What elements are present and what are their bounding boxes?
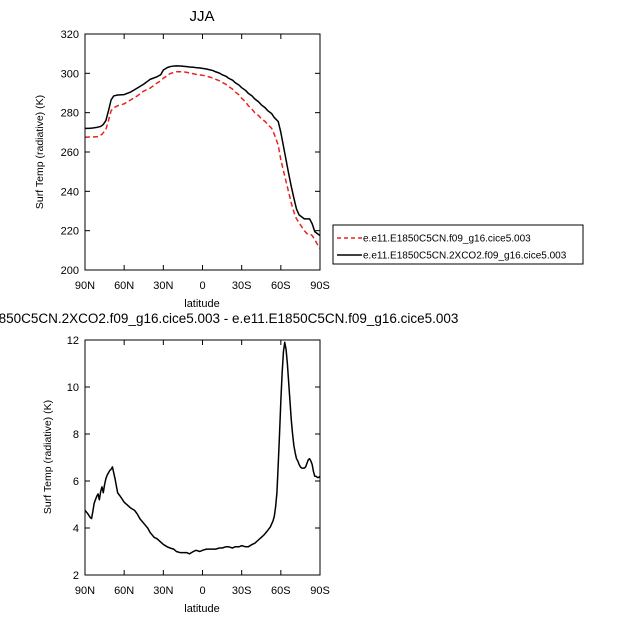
y-tick-label: 2 xyxy=(73,570,79,582)
y-tick-label: 6 xyxy=(73,476,79,488)
bottom-chart: e.e11.E1850C5CN.2XCO2.f09_g16.cice5.003 … xyxy=(0,311,458,615)
legend-label-2xco2: e.e11.E1850C5CN.2XCO2.f09_g16.cice5.003 xyxy=(363,251,567,262)
series-line-2 xyxy=(85,65,321,237)
bottom-chart-plot: 90N 60N 30N 0 30S 60S 90S 2 4 6 8 10 12 xyxy=(67,335,330,597)
y-tick-label: 10 xyxy=(67,382,79,394)
x-tick-label: 60S xyxy=(271,280,291,292)
x-tick-label: 60N xyxy=(114,280,134,292)
y-tick-label: 280 xyxy=(61,108,79,120)
x-tick-label: 60N xyxy=(114,585,134,597)
series-line-1 xyxy=(84,341,321,555)
top-chart-plot: 90N 60N 30N 0 30S 60S 90S 200 220 240 260 280 300 320 xyxy=(61,29,330,292)
top-chart-x-axis-label: latitude xyxy=(184,298,219,310)
x-tick-label: 90S xyxy=(310,280,330,292)
x-tick-label: 0 xyxy=(199,280,205,292)
y-tick-label: 300 xyxy=(61,68,79,80)
top-chart-legend: e.e11.E1850C5CN.f09_g16.cice5.003 e.e11.… xyxy=(332,224,584,265)
x-tick-label: 0 xyxy=(199,585,205,597)
y-tick-label: 4 xyxy=(73,523,79,535)
bottom-chart-title: e.e11.E1850C5CN.2XCO2.f09_g16.cice5.003 … xyxy=(0,311,458,326)
bottom-chart-x-axis-label: latitude xyxy=(184,603,219,615)
y-tick-label: 200 xyxy=(61,265,79,277)
y-tick-label: 8 xyxy=(73,429,79,441)
y-tick-label: 240 xyxy=(61,186,79,198)
x-tick-label: 30N xyxy=(153,280,173,292)
legend-label-control: e.e11.E1850C5CN.f09_g16.cice5.003 xyxy=(363,234,531,245)
x-tick-label: 90N xyxy=(75,585,95,597)
series-line-1 xyxy=(84,71,321,249)
top-chart-title: JJA xyxy=(189,8,214,25)
top-chart-y-axis-label: Surf Temp (radiative) (K) xyxy=(34,95,46,209)
y-tick-label: 12 xyxy=(67,335,79,347)
y-tick-label: 220 xyxy=(61,226,79,238)
y-tick-label: 320 xyxy=(61,29,79,41)
top-chart-frame xyxy=(84,33,321,271)
x-tick-label: 90S xyxy=(310,585,330,597)
x-tick-label: 30S xyxy=(232,280,252,292)
bottom-chart-frame xyxy=(84,339,321,576)
x-tick-label: 30S xyxy=(232,585,252,597)
y-tick-label: 260 xyxy=(61,147,79,159)
x-tick-label: 60S xyxy=(271,585,291,597)
x-tick-label: 90N xyxy=(75,280,95,292)
x-tick-label: 30N xyxy=(153,585,173,597)
bottom-chart-y-axis-label: Surf Temp (radiative) (K) xyxy=(42,400,54,514)
legend-box xyxy=(332,224,584,265)
top-chart: JJA 90N 60N 30N 0 30S 60S 90S 200 220 240 260 280 30… xyxy=(34,8,330,310)
